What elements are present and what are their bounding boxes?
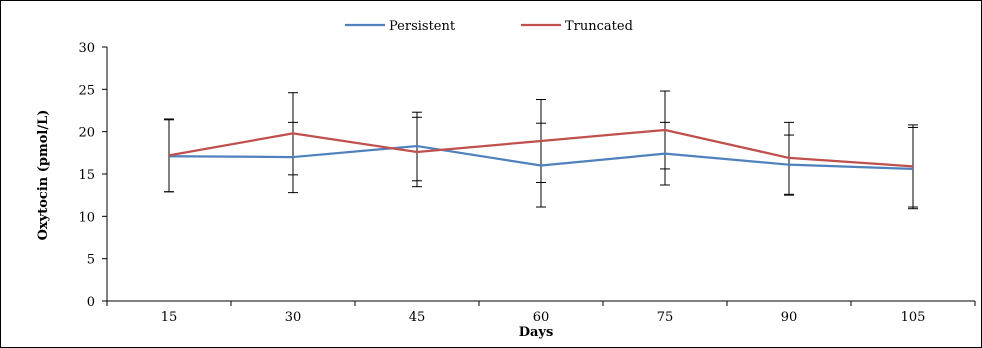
y-tick-label: 20	[78, 126, 95, 141]
y-tick-label: 15	[78, 168, 95, 183]
y-tick-label: 25	[78, 83, 95, 98]
x-tick-label: 60	[533, 310, 550, 325]
series-line-persistent	[168, 144, 914, 171]
series-lines	[168, 128, 914, 171]
x-tick-label: 75	[657, 310, 674, 325]
y-tick-label: 0	[87, 295, 95, 310]
x-tick-label: 90	[781, 310, 798, 325]
x-tick-label: 105	[901, 310, 926, 325]
y-tick-label: 5	[87, 253, 95, 268]
y-axis-title: Oxytocin (pmol/L)	[36, 110, 51, 241]
legend: Persistent Truncated	[345, 19, 633, 34]
y-tick-label: 30	[78, 41, 95, 56]
legend-label-persistent: Persistent	[389, 19, 456, 34]
x-tick-label: 30	[285, 310, 302, 325]
legend-label-truncated: Truncated	[565, 19, 633, 34]
axes: 0 5 10 15 20 25 30 15 30 45 60 75 90 105	[78, 41, 976, 325]
x-tick-label: 15	[161, 310, 178, 325]
y-tick-label: 10	[78, 210, 95, 225]
series-line-truncated	[168, 128, 914, 168]
error-bars	[164, 90, 918, 210]
x-tick-label: 45	[409, 310, 426, 325]
x-axis-title: Days	[519, 325, 554, 340]
